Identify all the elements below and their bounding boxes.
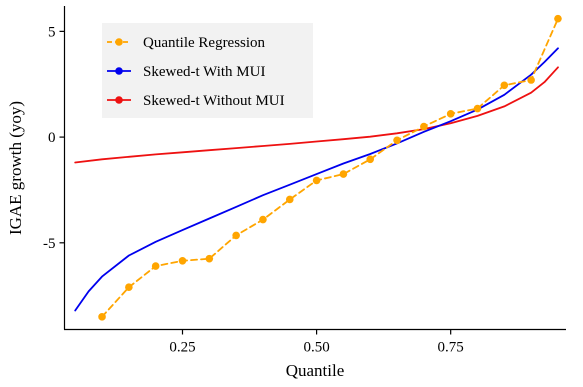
y-tick-label: 5 [48, 24, 56, 40]
legend-label: Skewed-t Without MUI [143, 93, 285, 109]
data-point [420, 122, 428, 131]
data-point [527, 76, 535, 84]
data-point [285, 195, 294, 204]
legend: Quantile Regression Skewed-t With MUI Skew… [102, 23, 313, 118]
series-line-skewed-t-without-mui [74, 66, 559, 164]
series-line-quantile-regression [101, 17, 559, 318]
data-point [366, 155, 375, 164]
data-point [259, 215, 267, 224]
x-tick-label: 0.25 [169, 340, 195, 356]
legend-label: Quantile Regression [143, 35, 266, 51]
x-axis-title: Quantile [286, 361, 345, 380]
legend-background [102, 23, 313, 118]
data-point [178, 256, 187, 265]
data-point [232, 231, 240, 240]
y-axis-title: IGAE growth (yoy) [6, 101, 25, 235]
legend-key-marker [115, 67, 123, 75]
data-point [554, 14, 562, 23]
data-point [98, 313, 106, 321]
axes [63, 6, 566, 331]
data-point [125, 283, 133, 292]
y-tick-label: 0 [48, 130, 56, 146]
data-point [473, 104, 482, 113]
legend-key-marker [115, 38, 123, 46]
legend-key-marker [115, 96, 123, 104]
y-tick-label: -5 [43, 236, 56, 252]
data-point [312, 176, 321, 185]
data-point [500, 81, 509, 90]
x-tick-label: 0.50 [303, 340, 329, 356]
data-point [393, 136, 401, 145]
x-tick-label: 0.75 [438, 340, 464, 356]
ticks: 0.25 0.50 0.75 -5 0 5 [43, 24, 464, 355]
series-layer [74, 14, 562, 321]
data-point [205, 254, 214, 263]
data-point [339, 170, 348, 178]
data-point [151, 262, 160, 270]
legend-label: Skewed-t With MUI [143, 64, 265, 80]
series-line-skewed-t-with-mui [74, 47, 559, 312]
data-point [446, 110, 455, 118]
